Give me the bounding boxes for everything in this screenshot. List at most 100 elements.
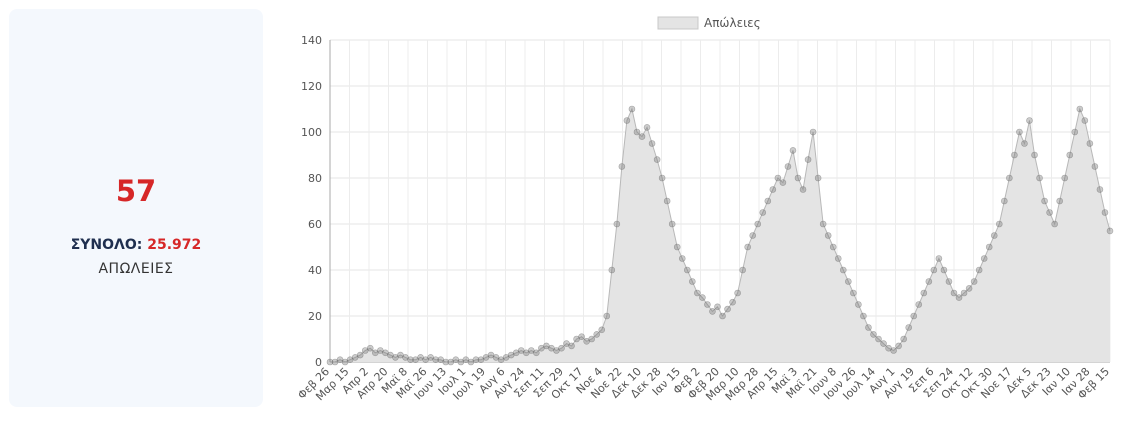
total-line: ΣΥΝΟΛΟ: 25.972 <box>9 237 263 253</box>
total-label: ΣΥΝΟΛΟ: <box>70 237 143 253</box>
data-point <box>709 308 716 315</box>
data-point <box>950 289 958 297</box>
data-point <box>377 347 384 354</box>
data-point <box>960 289 968 297</box>
y-tick-label: 0 <box>315 356 322 369</box>
today-value: 57 <box>115 174 157 208</box>
series-line <box>330 107 1111 363</box>
data-point <box>331 358 339 366</box>
data-point <box>422 356 429 364</box>
stat-caption: ΑΠΩΛΕΙΕΣ <box>98 261 174 277</box>
data-point <box>578 333 585 341</box>
data-point <box>804 156 812 163</box>
data-point <box>462 356 470 364</box>
data-point <box>774 174 782 182</box>
data-point <box>1006 174 1013 182</box>
data-point <box>799 186 807 193</box>
y-tick-label: 20 <box>308 310 322 323</box>
data-point <box>653 156 661 163</box>
data-point <box>834 255 842 262</box>
data-point <box>930 266 938 274</box>
data-point <box>1021 140 1028 147</box>
data-point <box>1011 151 1018 159</box>
data-point <box>920 289 928 297</box>
y-tick-label: 120 <box>301 80 322 93</box>
data-point <box>397 351 404 359</box>
data-point <box>865 324 872 331</box>
data-point <box>724 305 731 313</box>
data-point <box>945 278 953 285</box>
data-point <box>487 351 495 359</box>
data-point <box>517 347 525 354</box>
data-point <box>995 220 1003 228</box>
data-point <box>1061 174 1069 182</box>
data-point <box>648 140 656 147</box>
stat-card: 57 ΣΥΝΟΛΟ: 25.972 ΑΠΩΛΕΙΕΣ <box>9 9 263 407</box>
data-point <box>502 354 510 361</box>
data-point <box>1051 220 1058 228</box>
data-point <box>789 147 797 154</box>
data-point <box>387 351 394 359</box>
data-point <box>618 163 626 170</box>
data-point <box>829 243 837 251</box>
data-point <box>870 331 877 338</box>
chart-legend[interactable]: Απώλειες <box>657 16 761 30</box>
data-point <box>492 354 500 361</box>
data-point <box>839 266 847 274</box>
data-point <box>568 342 575 350</box>
data-point <box>885 344 892 352</box>
total-value: 25.972 <box>147 237 202 253</box>
data-point <box>407 356 414 364</box>
data-point <box>442 358 450 366</box>
data-point <box>769 186 777 193</box>
data-point <box>548 344 555 352</box>
data-point <box>985 243 993 251</box>
data-point <box>351 354 359 361</box>
data-point <box>1041 197 1048 205</box>
data-point <box>683 266 691 274</box>
data-point <box>412 356 419 364</box>
data-point <box>1106 227 1114 235</box>
data-point <box>663 197 671 205</box>
data-point <box>623 117 631 124</box>
y-axis-ticks: 0 20 40 60 80 100 120 140 <box>301 34 322 369</box>
data-point <box>633 128 641 136</box>
data-point <box>583 337 590 345</box>
data-point <box>437 356 445 364</box>
data-point <box>819 220 827 228</box>
data-point <box>613 220 621 228</box>
data-point <box>382 349 389 357</box>
data-point <box>452 356 460 364</box>
data-point <box>880 340 887 347</box>
data-point <box>543 342 550 350</box>
data-point <box>1016 128 1023 136</box>
data-point <box>845 278 852 285</box>
data-point <box>980 255 988 262</box>
data-point <box>1081 117 1089 124</box>
data-point <box>427 354 434 361</box>
data-point <box>603 312 611 320</box>
data-point <box>925 278 933 285</box>
data-point <box>935 255 943 262</box>
data-point <box>779 179 787 186</box>
data-point <box>668 220 676 228</box>
data-point <box>482 354 490 361</box>
data-point <box>336 356 344 364</box>
data-point <box>749 232 757 239</box>
data-point <box>1066 151 1074 159</box>
data-point <box>754 220 762 228</box>
data-point <box>704 301 711 308</box>
data-point <box>392 354 399 361</box>
data-point <box>573 335 580 343</box>
series-deaths <box>326 105 1114 366</box>
legend-label: Απώλειες <box>704 16 761 30</box>
data-point <box>1046 209 1053 216</box>
data-point <box>809 128 817 136</box>
data-point <box>673 243 681 251</box>
data-point <box>1026 117 1033 124</box>
data-point <box>507 351 515 359</box>
data-point <box>638 133 646 140</box>
data-point <box>965 285 973 292</box>
data-point <box>784 163 792 170</box>
